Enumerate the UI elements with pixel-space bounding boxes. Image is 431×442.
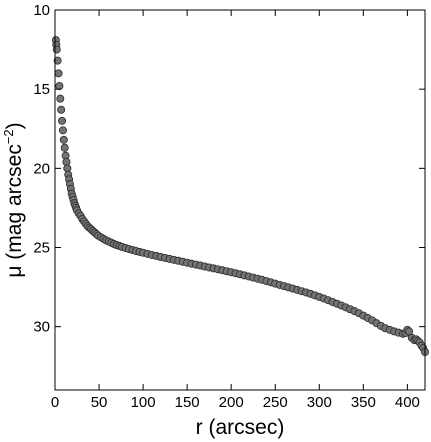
x-tick-label: 0 xyxy=(51,394,59,411)
y-tick-label: 30 xyxy=(33,319,50,336)
x-tick-label: 400 xyxy=(395,394,420,411)
x-tick-label: 350 xyxy=(351,394,376,411)
plot-frame xyxy=(54,9,426,391)
y-axis-label: μ (mag arcsec−2) xyxy=(1,122,26,277)
y-tick-label: 15 xyxy=(33,81,50,98)
x-tick-label: 300 xyxy=(307,394,332,411)
x-tick-label: 50 xyxy=(91,394,108,411)
data-point xyxy=(57,105,66,114)
data-point xyxy=(55,82,64,91)
y-axis-label-superscript: −2 xyxy=(1,129,16,144)
data-point xyxy=(60,143,69,152)
y-axis-label-main: μ (mag arcsec xyxy=(3,144,26,277)
y-tick-label: 25 xyxy=(33,240,50,257)
data-point xyxy=(53,56,62,65)
x-axis-label: r (arcsec) xyxy=(196,416,285,439)
x-tick-label: 200 xyxy=(219,394,244,411)
data-point xyxy=(59,135,68,144)
data-points xyxy=(51,36,429,356)
data-point xyxy=(52,45,61,54)
data-point xyxy=(54,69,63,78)
y-axis-label-close: ) xyxy=(3,122,26,129)
y-tick-label: 20 xyxy=(33,160,50,177)
x-tick-label: 250 xyxy=(263,394,288,411)
data-point xyxy=(56,94,65,103)
data-point xyxy=(58,116,67,125)
y-tick-label: 10 xyxy=(33,2,50,19)
x-tick-label: 150 xyxy=(175,394,200,411)
data-point xyxy=(58,126,67,135)
axis-ticks: 0 50 100 150 200 250 300 350 400 10 15 20 25 30 xyxy=(33,2,425,411)
x-tick-label: 100 xyxy=(131,394,156,411)
